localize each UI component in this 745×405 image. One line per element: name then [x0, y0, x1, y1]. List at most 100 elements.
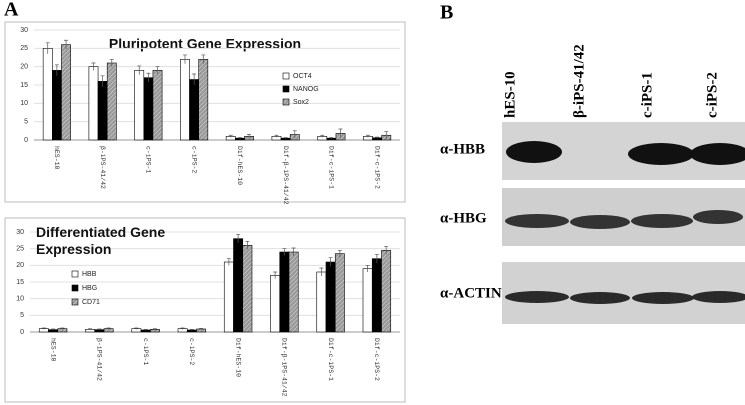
error-bar — [41, 327, 46, 330]
x-tick-label: Dif-β-iPS-41/42 — [282, 146, 289, 205]
y-tick-label: 15 — [20, 82, 28, 89]
band — [690, 143, 745, 165]
legend-swatch — [282, 72, 290, 80]
error-bar — [60, 327, 65, 330]
y-tick-label: 30 — [20, 27, 28, 34]
bar — [42, 48, 53, 141]
band — [505, 291, 569, 303]
legend-label: HBG — [82, 285, 97, 292]
bar — [334, 253, 345, 333]
lane-label: β-iPS-41/42 — [571, 44, 587, 118]
lane-label: c-iPS-2 — [704, 72, 720, 118]
band — [505, 214, 569, 228]
error-bar — [384, 245, 389, 255]
row-label: α-HBB — [440, 141, 485, 157]
y-tick-label: 0 — [24, 137, 28, 144]
x-tick-label: hES-10 — [49, 338, 56, 362]
bar — [106, 62, 117, 141]
error-bar — [146, 72, 151, 83]
band — [628, 143, 694, 165]
bar — [381, 250, 392, 333]
error-bar — [245, 240, 250, 250]
error-bar — [365, 264, 370, 272]
y-tick-label: 5 — [20, 312, 24, 319]
y-tick-label: 20 — [16, 262, 24, 269]
y-tick-label: 25 — [20, 45, 28, 52]
bar — [97, 81, 108, 141]
x-tick-label: β-iPS-41/42 — [99, 146, 106, 189]
error-bar — [291, 247, 296, 256]
bar — [180, 59, 190, 141]
bar — [270, 275, 281, 333]
x-tick-label: Dif-hES-10 — [236, 146, 243, 185]
bar — [233, 238, 244, 333]
error-bar — [199, 327, 204, 330]
legend-label: HBB — [82, 271, 97, 278]
error-bar — [143, 328, 148, 331]
x-tick-label: Dif-hES-10 — [234, 338, 241, 377]
band — [506, 141, 562, 163]
error-bar — [45, 42, 50, 54]
x-tick-label: Dif-c-iPS-2 — [373, 338, 380, 381]
error-bar — [64, 39, 69, 50]
error-bar — [134, 327, 139, 330]
lane-label: c-iPS-1 — [639, 72, 655, 118]
bar — [51, 70, 62, 141]
legend-label: CD71 — [82, 299, 100, 306]
error-bar — [91, 62, 96, 71]
error-bar — [338, 128, 343, 138]
x-tick-label: c-iPS-1 — [142, 338, 149, 365]
y-tick-label: 10 — [16, 296, 24, 303]
error-bar — [375, 136, 380, 139]
x-tick-label: c-iPS-1 — [145, 146, 152, 173]
error-bar — [155, 66, 160, 74]
x-tick-label: Dif-c-iPS-1 — [328, 146, 335, 189]
band — [692, 291, 745, 303]
legend-label: Sox2 — [293, 99, 309, 106]
legend-label: OCT4 — [293, 73, 312, 80]
band — [570, 215, 630, 229]
error-bar — [329, 137, 334, 139]
error-bar — [319, 267, 324, 276]
error-bar — [201, 54, 206, 64]
band — [632, 292, 694, 304]
panel-label: B — [440, 2, 453, 24]
x-tick-label: hES-10 — [53, 146, 60, 170]
x-tick-label: Dif-β-iPS-41/42 — [281, 338, 288, 397]
error-bar — [237, 137, 242, 139]
chart-title: Differentiated Gene Expression — [36, 224, 166, 257]
legend-swatch — [71, 298, 79, 306]
legend-label: NANOG — [293, 86, 319, 93]
error-bar — [292, 130, 297, 139]
y-tick-label: 30 — [16, 229, 24, 236]
band — [631, 214, 693, 228]
legend-swatch — [282, 98, 290, 106]
panel-label: A — [4, 0, 19, 21]
error-bar — [109, 58, 114, 67]
y-tick-label: 20 — [20, 64, 28, 71]
error-bar — [365, 134, 370, 138]
error-bar — [182, 54, 187, 64]
bar — [189, 79, 200, 141]
error-bar — [97, 328, 102, 331]
y-tick-label: 10 — [20, 100, 28, 107]
band — [693, 210, 743, 224]
error-bar — [189, 328, 194, 331]
error-bar — [328, 257, 333, 267]
error-bar — [247, 134, 252, 139]
y-tick-label: 25 — [16, 246, 24, 253]
y-tick-label: 15 — [16, 279, 24, 286]
bar — [198, 59, 209, 141]
error-bar — [51, 328, 56, 331]
error-bar — [283, 137, 288, 139]
x-tick-label: c-iPS-2 — [190, 146, 197, 173]
chart-title: Pluripotent Gene Expression — [109, 36, 301, 52]
error-bar — [384, 131, 389, 139]
error-bar — [320, 134, 325, 138]
row-label: α-HBG — [440, 210, 487, 226]
x-tick-label: β-iPS-41/42 — [96, 338, 103, 381]
lane-label: hES-10 — [502, 71, 518, 118]
bar — [288, 251, 299, 333]
